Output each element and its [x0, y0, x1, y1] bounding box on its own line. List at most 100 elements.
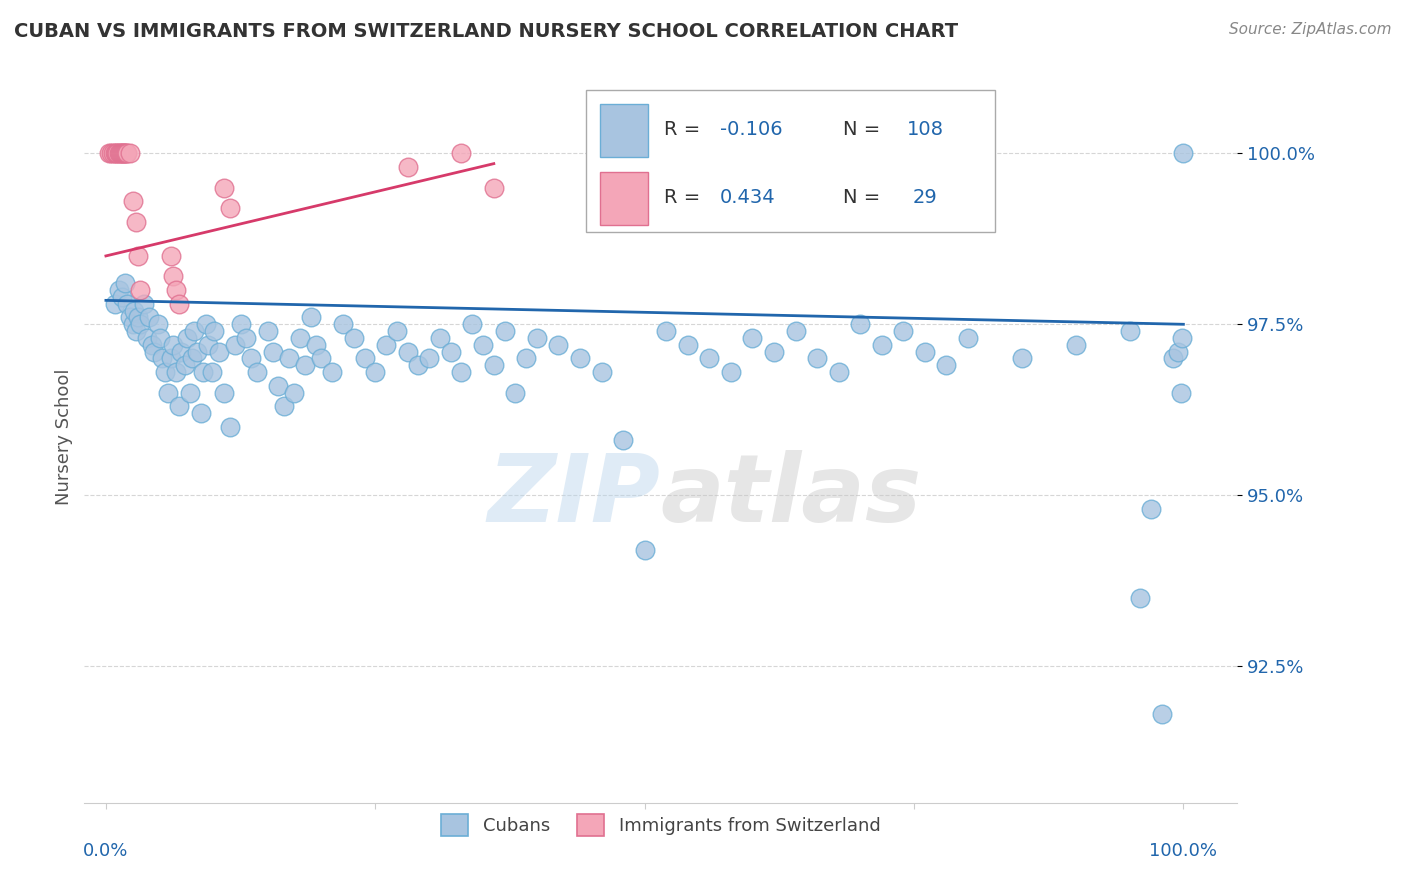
Point: [547, 338, 569, 352]
Point: [494, 324, 516, 338]
Point: [115, 146, 138, 161]
Point: [1150, 706, 1173, 721]
Point: [262, 344, 284, 359]
Point: [612, 434, 634, 448]
Point: [385, 324, 408, 338]
Point: [190, 406, 212, 420]
Point: [191, 365, 214, 379]
Point: [353, 351, 375, 366]
Point: [135, 331, 157, 345]
Point: [569, 351, 592, 366]
Point: [214, 385, 236, 400]
Point: [110, 146, 132, 161]
Point: [181, 351, 204, 366]
Point: [103, 146, 125, 161]
Text: R =: R =: [664, 188, 713, 208]
Point: [117, 297, 139, 311]
Point: [273, 400, 295, 414]
Point: [482, 359, 505, 373]
Point: [159, 351, 181, 366]
Point: [418, 351, 440, 366]
Text: 100.0%: 100.0%: [1150, 842, 1218, 860]
Point: [218, 420, 240, 434]
Point: [655, 324, 678, 338]
Point: [165, 283, 187, 297]
Point: [956, 331, 979, 345]
Point: [108, 146, 131, 161]
Text: 29: 29: [912, 188, 936, 208]
Point: [1167, 344, 1189, 359]
Point: [202, 324, 225, 338]
Point: [332, 318, 354, 332]
Text: atlas: atlas: [661, 450, 922, 541]
Point: [246, 365, 269, 379]
Point: [450, 365, 472, 379]
Point: [108, 146, 131, 161]
Point: [122, 303, 145, 318]
Point: [143, 344, 166, 359]
Point: [294, 359, 316, 373]
Point: [1129, 591, 1152, 605]
Text: CUBAN VS IMMIGRANTS FROM SWITZERLAND NURSERY SCHOOL CORRELATION CHART: CUBAN VS IMMIGRANTS FROM SWITZERLAND NUR…: [14, 22, 957, 41]
Point: [229, 318, 252, 332]
Point: [112, 146, 135, 161]
Point: [299, 310, 322, 325]
Point: [278, 351, 301, 366]
Point: [186, 344, 208, 359]
Point: [127, 249, 149, 263]
Point: [100, 146, 122, 161]
Point: [98, 146, 121, 161]
Text: 0.434: 0.434: [720, 188, 775, 208]
Point: [105, 146, 128, 161]
Point: [305, 338, 328, 352]
Point: [173, 359, 195, 373]
Point: [165, 365, 187, 379]
Point: [176, 331, 198, 345]
Point: [149, 331, 172, 345]
Point: [870, 338, 893, 352]
Point: [195, 318, 218, 332]
Point: [129, 318, 152, 332]
Point: [200, 365, 222, 379]
Point: [121, 318, 143, 332]
Point: [179, 385, 201, 400]
Text: ZIP: ZIP: [488, 450, 661, 541]
Text: 0.0%: 0.0%: [83, 842, 128, 860]
Point: [170, 344, 193, 359]
Point: [891, 324, 914, 338]
Point: [283, 385, 305, 400]
Point: [256, 324, 278, 338]
Text: -0.106: -0.106: [720, 120, 782, 139]
Point: [240, 351, 263, 366]
Point: [138, 310, 160, 325]
Point: [827, 365, 849, 379]
Point: [408, 359, 430, 373]
Point: [1118, 324, 1140, 338]
Point: [1161, 351, 1184, 366]
Point: [103, 146, 125, 161]
Point: [167, 297, 190, 311]
Text: 108: 108: [907, 120, 943, 139]
Point: [112, 146, 135, 161]
Point: [141, 338, 163, 352]
Point: [806, 351, 828, 366]
Point: [440, 344, 463, 359]
Point: [450, 146, 472, 161]
Text: N =: N =: [844, 120, 886, 139]
Point: [849, 318, 872, 332]
Point: [697, 351, 720, 366]
Point: [515, 351, 537, 366]
Point: [375, 338, 398, 352]
FancyBboxPatch shape: [600, 172, 648, 225]
Point: [482, 180, 505, 194]
Y-axis label: Nursery School: Nursery School: [55, 368, 73, 506]
Point: [111, 290, 134, 304]
Point: [505, 385, 527, 400]
Point: [267, 379, 290, 393]
Point: [117, 146, 139, 161]
Point: [111, 146, 134, 161]
Point: [1171, 331, 1194, 345]
Point: [157, 385, 180, 400]
FancyBboxPatch shape: [600, 104, 648, 157]
Point: [108, 283, 131, 297]
